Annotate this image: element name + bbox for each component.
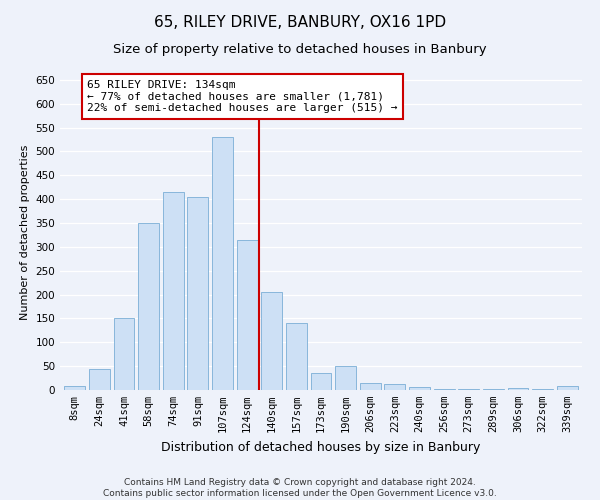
- Bar: [64, 386, 85, 390]
- Text: 65 RILEY DRIVE: 134sqm
← 77% of detached houses are smaller (1,781)
22% of semi-: 65 RILEY DRIVE: 134sqm ← 77% of detached…: [87, 80, 398, 113]
- Bar: [557, 386, 578, 390]
- X-axis label: Distribution of detached houses by size in Banbury: Distribution of detached houses by size …: [161, 440, 481, 454]
- Bar: [532, 389, 553, 390]
- Text: Contains HM Land Registry data © Crown copyright and database right 2024.
Contai: Contains HM Land Registry data © Crown c…: [103, 478, 497, 498]
- Bar: [385, 384, 406, 390]
- Bar: [508, 388, 529, 390]
- Y-axis label: Number of detached properties: Number of detached properties: [20, 145, 30, 320]
- Bar: [286, 323, 307, 390]
- Text: Size of property relative to detached houses in Banbury: Size of property relative to detached ho…: [113, 42, 487, 56]
- Bar: [236, 240, 257, 390]
- Bar: [458, 389, 479, 390]
- Bar: [187, 196, 208, 390]
- Bar: [360, 383, 381, 390]
- Bar: [434, 388, 455, 390]
- Bar: [261, 292, 282, 390]
- Bar: [138, 223, 159, 390]
- Bar: [163, 192, 184, 390]
- Bar: [311, 374, 331, 390]
- Bar: [212, 137, 233, 390]
- Bar: [483, 389, 504, 390]
- Bar: [89, 368, 110, 390]
- Text: 65, RILEY DRIVE, BANBURY, OX16 1PD: 65, RILEY DRIVE, BANBURY, OX16 1PD: [154, 15, 446, 30]
- Bar: [113, 318, 134, 390]
- Bar: [335, 366, 356, 390]
- Bar: [409, 386, 430, 390]
